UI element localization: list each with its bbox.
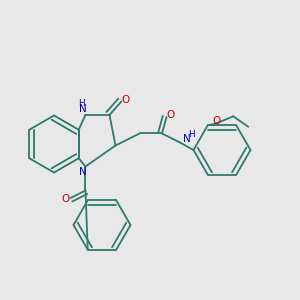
- Text: H: H: [188, 130, 195, 139]
- Text: O: O: [121, 95, 129, 105]
- Text: N: N: [79, 104, 87, 115]
- Text: O: O: [166, 110, 174, 121]
- Text: N: N: [79, 167, 87, 177]
- Text: N: N: [183, 134, 190, 145]
- Text: O: O: [213, 116, 221, 126]
- Text: H: H: [78, 99, 84, 108]
- Text: O: O: [62, 194, 70, 205]
